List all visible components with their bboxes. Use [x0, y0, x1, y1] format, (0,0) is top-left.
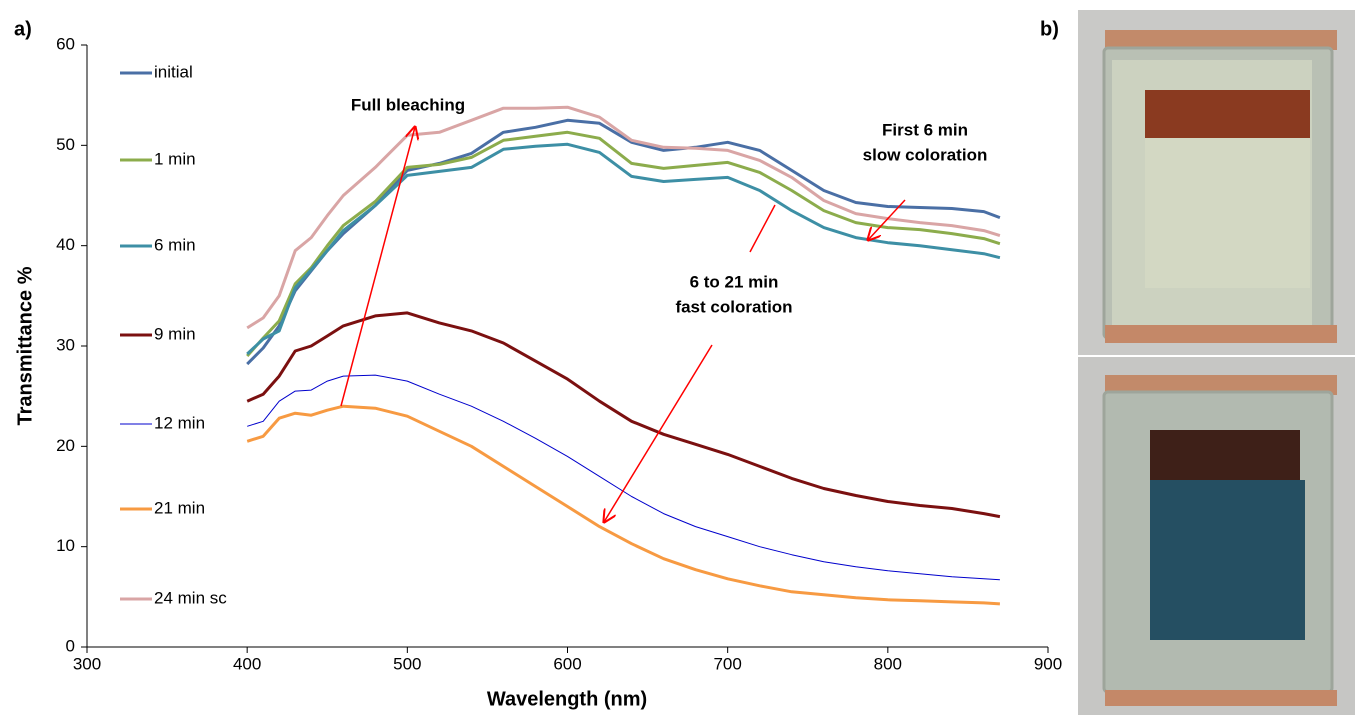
x-tick-label: 700 [713, 654, 741, 673]
panel-label: a) [14, 18, 32, 40]
legend-label: 1 min [154, 149, 196, 168]
series-line [246, 130, 1001, 357]
annotation-text: First 6 min [882, 120, 968, 139]
series-line [246, 142, 1001, 356]
y-tick-label: 10 [56, 536, 75, 555]
x-tick-label: 600 [553, 654, 581, 673]
annotation-arrow [604, 344, 713, 522]
annotation-text: 6 to 21 min [690, 272, 779, 291]
y-tick-label: 0 [66, 636, 75, 655]
x-tick-label: 800 [874, 654, 902, 673]
annotation-text: Full bleaching [351, 95, 465, 114]
legend-label: initial [154, 62, 193, 81]
legend-label: 6 min [154, 235, 196, 254]
annotation-text: fast coloration [675, 297, 792, 316]
y-tick-label: 50 [56, 135, 75, 154]
y-axis-title: Transmittance % [14, 266, 36, 425]
legend-label: 12 min [154, 413, 205, 432]
x-axis-title: Wavelength (nm) [487, 688, 647, 710]
series-line [247, 374, 1000, 581]
annotation-arrow [749, 204, 776, 253]
device-photo [1078, 10, 1355, 715]
annotation-text: slow coloration [863, 145, 988, 164]
legend-label: 21 min [154, 498, 205, 517]
annotation-arrow [340, 127, 415, 407]
annotation-arrow [868, 199, 906, 240]
x-tick-label: 400 [233, 654, 261, 673]
x-tick-label: 300 [73, 654, 101, 673]
x-tick-label: 500 [393, 654, 421, 673]
y-tick-label: 40 [56, 235, 75, 254]
y-tick-label: 60 [56, 34, 75, 53]
series-line [246, 404, 1000, 606]
panel-label: b) [1040, 18, 1059, 40]
series-line [246, 311, 1001, 519]
legend-label: 24 min sc [154, 588, 227, 607]
legend-label: 9 min [154, 324, 196, 343]
series-line [246, 105, 1001, 330]
y-tick-label: 30 [56, 335, 75, 354]
y-tick-label: 20 [56, 436, 75, 455]
x-tick-label: 900 [1034, 654, 1062, 673]
